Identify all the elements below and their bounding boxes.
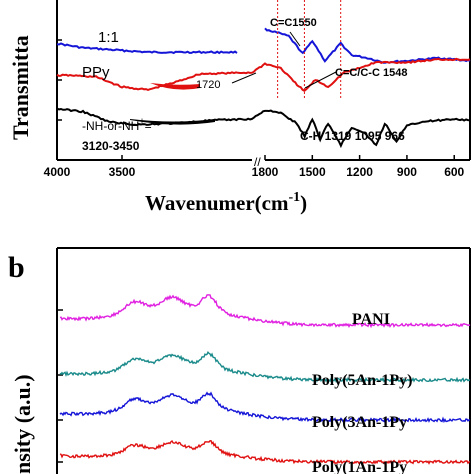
panel-a-ylabel: Transmitta	[8, 35, 33, 140]
label-nh-eq: =	[145, 119, 152, 133]
panel-a: // 4000 3500 1800 1500 1200 900 600 Transmitta…	[8, 0, 471, 215]
panel-b-ylabel: nsity (a.u.)	[10, 374, 35, 474]
panel-b-series	[59, 294, 471, 465]
panel-b-ticks	[57, 309, 63, 463]
panel-b-series-line	[59, 391, 471, 424]
label-nh-main: -NH-or-NH	[82, 119, 139, 133]
panel-a-red-fill	[150, 83, 200, 90]
panel-b: b nsity (a.u.) PANI Poly(5An-1Py) Poly(3…	[8, 247, 471, 474]
xlabel-main: Wavenumer(cm	[145, 191, 289, 215]
panel-a-series-line	[56, 57, 471, 92]
label-poly-5an-1py: Poly(5An-1Py)	[312, 372, 412, 389]
label-c-c-cc-1548: C=C/C-C 1548	[335, 67, 407, 79]
panel-a-xtick-label: 1800	[252, 165, 279, 179]
arrow-1550	[289, 31, 301, 47]
xlabel-tail: )	[300, 191, 307, 215]
panel-a-dotted-markers	[277, 0, 342, 100]
label-1-1: 1:1	[98, 29, 119, 46]
label-ppy: PPy	[82, 64, 110, 81]
panel-a-xtick-label: 1200	[346, 165, 373, 179]
panel-a-ticks: 4000 3500 1800 1500 1200 900 600	[44, 39, 465, 179]
label-poly-3an-1py: Poly(3An-1Py	[312, 414, 407, 431]
label-poly-1an-1py: Poly(1An-1Py	[312, 459, 407, 474]
panel-a-xtick-label: 4000	[44, 165, 71, 179]
label-ch-peaks: C-H 1319 1095 966	[300, 129, 405, 143]
panel-a-series	[56, 27, 471, 149]
panel-a-series-line	[56, 27, 471, 64]
axis-break: //	[254, 155, 261, 169]
panel-a-xtick-label: 1500	[299, 165, 326, 179]
label-nh-sup: +	[139, 116, 144, 126]
panel-b-series-line	[59, 294, 471, 329]
panel-b-letter: b	[8, 251, 25, 284]
panel-a-xtick-label: 900	[397, 165, 417, 179]
panel-b-series-line	[59, 439, 471, 465]
label-1720: 1720	[196, 79, 220, 91]
panel-a-series-line	[56, 107, 471, 149]
label-3120-3450: 3120-3450	[82, 139, 140, 153]
arrow-1548	[304, 71, 337, 89]
label-c-c-1550: C=C1550	[270, 17, 317, 29]
panel-a-xlabel: Wavenumer(cm-1)	[145, 190, 307, 215]
panel-a-black-fill	[130, 119, 215, 125]
xlabel-sup: -1	[288, 190, 300, 205]
panel-a-xtick-label: 600	[444, 165, 464, 179]
panel-a-xtick-label: 3500	[109, 165, 136, 179]
label-nh: -NH-or-NH+=	[82, 116, 152, 133]
label-pani: PANI	[352, 311, 390, 328]
arrow-1720	[231, 72, 257, 84]
panel-b-series-line	[59, 350, 471, 384]
